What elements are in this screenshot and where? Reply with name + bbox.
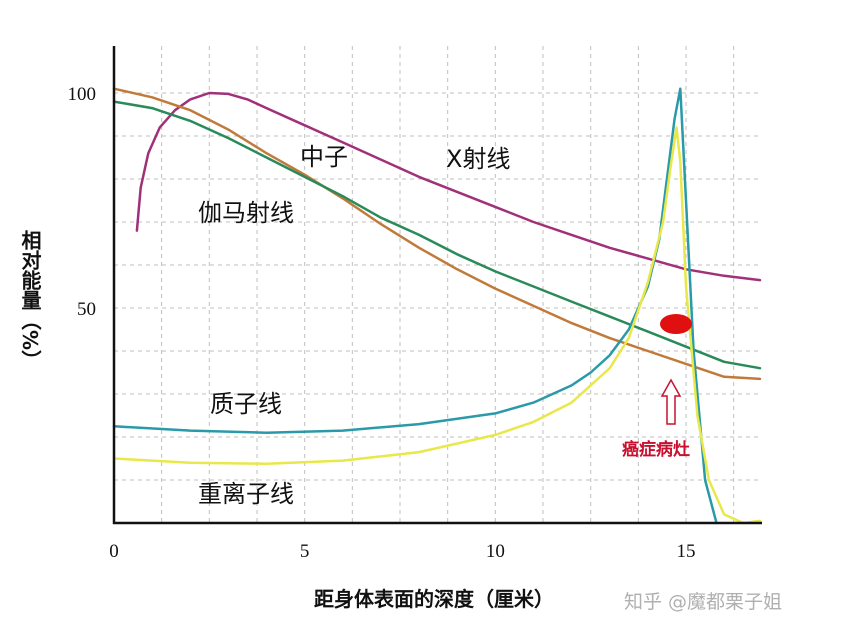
watermark: 知乎 @魔都栗子姐 — [624, 591, 782, 613]
y-axis-title: 相对能量（%） — [18, 229, 42, 370]
series-label-xray: X射线 — [446, 145, 510, 173]
x-tick-label-10: 10 — [486, 541, 505, 562]
axes — [112, 46, 762, 525]
series-line-4 — [112, 126, 762, 525]
tumor-marker — [660, 314, 692, 334]
tick-labels: 0 5 10 15 50 100 — [68, 84, 696, 562]
series-label-heavy-ion: 重离子线 — [198, 480, 294, 508]
series-label-proton: 质子线 — [210, 390, 282, 418]
x-axis-title: 距身体表面的深度（厘米） — [314, 587, 554, 611]
tumor-label: 癌症病灶 — [622, 439, 690, 460]
series-label-gamma: 伽马射线 — [198, 199, 294, 227]
x-tick-label-0: 0 — [109, 541, 119, 562]
y-tick-label-100: 100 — [68, 84, 97, 105]
y-tick-label-50: 50 — [77, 299, 96, 320]
series-line-0 — [135, 91, 762, 282]
x-tick-label-15: 15 — [677, 541, 696, 562]
series-layer — [112, 87, 762, 525]
series-label-neutron: 中子 — [300, 143, 348, 171]
grid — [114, 46, 760, 523]
tumor-arrow — [660, 378, 682, 425]
series-line-3 — [112, 87, 718, 525]
series-line-2 — [112, 100, 762, 370]
series-line-1 — [112, 87, 762, 381]
x-tick-label-5: 5 — [300, 541, 310, 562]
